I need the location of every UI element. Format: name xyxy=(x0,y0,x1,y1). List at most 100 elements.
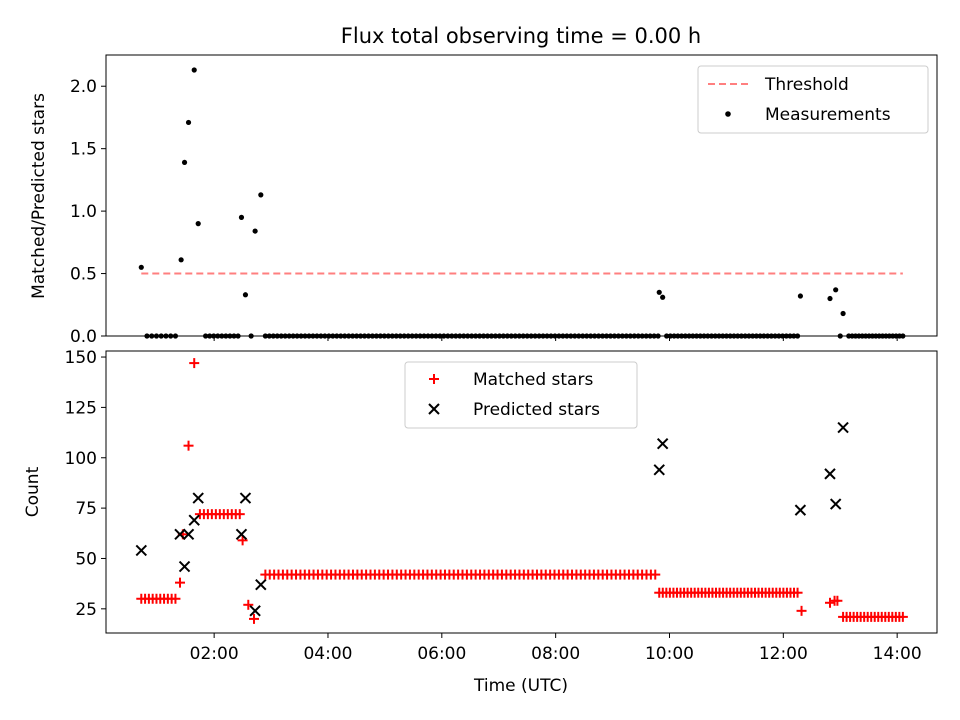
measurement-point xyxy=(203,333,209,339)
measurement-point xyxy=(500,333,506,339)
measurement-point xyxy=(433,333,439,339)
measurement-point xyxy=(900,333,906,339)
measurement-point xyxy=(153,333,160,339)
matched-star-point xyxy=(234,509,245,520)
top-legend: Threshold Measurements xyxy=(697,65,929,134)
measurement-point xyxy=(675,333,681,339)
measurement-point xyxy=(639,333,645,339)
measurement-point xyxy=(520,333,526,339)
predicted-star-point xyxy=(239,492,252,504)
measurement-point xyxy=(599,333,606,339)
measurement-point xyxy=(457,333,463,339)
x-tick-label: 12:00 xyxy=(759,644,808,664)
bottom-panel: 25 50 75 100 125 150 02:00 04:00 06:00 08:00 10:0… xyxy=(23,348,938,696)
measurement-point xyxy=(705,333,711,339)
measurement-point xyxy=(536,333,542,339)
measurement-point xyxy=(701,333,707,339)
measurement-point xyxy=(651,333,657,339)
predicted-star-point xyxy=(656,437,669,450)
matched-star-point xyxy=(650,569,661,580)
predicted-star-point xyxy=(135,544,147,557)
measurement-point xyxy=(776,333,782,339)
measurement-point xyxy=(326,333,332,339)
predicted-star-point xyxy=(192,492,204,504)
measurement-point xyxy=(346,333,352,339)
measurement-point xyxy=(445,333,451,339)
measurement-point xyxy=(584,333,590,339)
measurement-point xyxy=(231,333,237,339)
measurement-point xyxy=(723,333,730,339)
measurement-point xyxy=(385,333,391,339)
measurement-point xyxy=(623,333,629,339)
legend-predicted-label: Predicted stars xyxy=(473,400,600,420)
matched-star-point xyxy=(824,597,835,608)
measurement-point xyxy=(172,333,179,339)
measurement-point xyxy=(242,292,249,298)
x-tick-label: 10:00 xyxy=(645,644,694,664)
y-tick-label: 0.0 xyxy=(70,327,97,347)
measurement-point xyxy=(686,333,692,339)
measurement-point xyxy=(528,333,534,339)
measurement-point xyxy=(248,333,254,339)
measurement-point xyxy=(286,333,292,339)
measurement-point xyxy=(262,333,268,339)
top-panel: 0.00.51.01.52.0 Matched/Predicted stars … xyxy=(29,54,938,347)
x-tick-label: 06:00 xyxy=(417,644,466,664)
measurement-point xyxy=(655,333,661,339)
measurement-point xyxy=(753,333,760,339)
measurement-point xyxy=(592,333,598,339)
measurement-point xyxy=(708,333,715,339)
measurement-point xyxy=(735,333,741,339)
measurement-point xyxy=(720,333,726,339)
measurement-point xyxy=(290,333,296,339)
y-tick-label: 75 xyxy=(75,499,97,519)
measurement-point xyxy=(827,295,833,302)
x-axis-label: Time (UTC) xyxy=(473,676,568,696)
measurement-point xyxy=(783,333,789,339)
measurement-point xyxy=(163,333,169,339)
measurement-point xyxy=(310,333,316,339)
measurements-points xyxy=(138,67,906,339)
predicted-star-point xyxy=(824,468,836,480)
measurement-point xyxy=(373,333,380,339)
measurement-point xyxy=(595,333,602,339)
measurement-point xyxy=(381,333,387,339)
measurement-point xyxy=(350,333,356,339)
measurement-point xyxy=(679,333,685,339)
measurement-point xyxy=(656,289,662,295)
measurement-point xyxy=(207,333,213,339)
measurement-point xyxy=(664,333,670,339)
bottom-x-ticks: 02:00 04:00 06:00 08:00 10:00 12:00 14:00 xyxy=(190,633,922,664)
predicted-star-point xyxy=(178,560,191,573)
y-tick-label: 2.0 xyxy=(70,77,97,97)
measurement-point xyxy=(794,333,801,339)
measurement-point xyxy=(631,333,637,339)
predicted-star-point xyxy=(249,605,261,617)
measurement-point xyxy=(667,333,673,339)
measurement-point xyxy=(671,333,677,339)
measurement-point xyxy=(278,333,284,339)
measurement-point xyxy=(181,159,188,166)
measurement-point xyxy=(453,333,459,339)
legend-matched-label: Matched stars xyxy=(473,370,593,390)
measurement-point xyxy=(524,333,530,339)
measurement-point xyxy=(298,333,304,339)
measurement-point xyxy=(787,333,793,339)
top-y-axis-label: Matched/Predicted stars xyxy=(29,93,49,299)
measurement-point xyxy=(369,333,376,339)
y-tick-label: 125 xyxy=(65,398,97,418)
measurement-point xyxy=(178,257,184,263)
measurement-point xyxy=(361,333,368,339)
measurement-point xyxy=(377,333,384,339)
predicted-star-point xyxy=(182,528,195,541)
measurement-point xyxy=(556,333,562,339)
predicted-star-point xyxy=(794,504,807,516)
matched-star-point xyxy=(174,577,185,588)
measurement-point xyxy=(149,333,155,339)
y-tick-label: 1.0 xyxy=(70,202,97,222)
measurement-point xyxy=(488,333,495,339)
measurement-point xyxy=(484,333,491,339)
measurement-point xyxy=(765,333,771,339)
measurement-point xyxy=(512,333,518,339)
measurement-point xyxy=(492,333,499,339)
